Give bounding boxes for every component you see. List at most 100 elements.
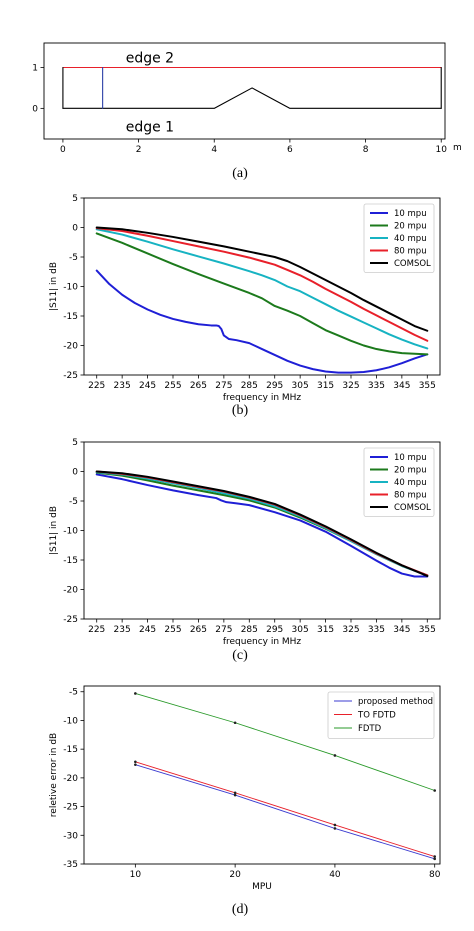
y-tick-label: -20 bbox=[63, 774, 78, 784]
data-point bbox=[433, 789, 437, 792]
x-unit-label: m bbox=[453, 143, 462, 153]
x-tick-label: 10 bbox=[435, 145, 447, 155]
y-tick-label: -30 bbox=[63, 831, 78, 841]
annotation-label: edge 2 bbox=[126, 50, 174, 66]
x-tick-label: 225 bbox=[88, 625, 105, 635]
data-point bbox=[134, 692, 137, 695]
x-tick-label: 305 bbox=[292, 625, 309, 635]
x-tick-label: 335 bbox=[368, 381, 385, 391]
x-axis-label: frequency in MHz bbox=[223, 637, 302, 647]
x-tick-label: 2 bbox=[136, 145, 142, 155]
legend-label: TO FDTD bbox=[357, 711, 396, 721]
y-tick-label: -5 bbox=[69, 497, 78, 507]
x-tick-label: 265 bbox=[190, 381, 207, 391]
x-axis-label: MPU bbox=[252, 882, 272, 892]
series-line-comsol bbox=[95, 470, 429, 577]
plot-frame bbox=[43, 42, 446, 140]
legend-box bbox=[327, 691, 435, 739]
x-tick-label: 295 bbox=[266, 381, 283, 391]
x-tick-label: 80 bbox=[429, 870, 441, 880]
x-tick-label: 0 bbox=[60, 145, 66, 155]
y-tick-label: -20 bbox=[63, 586, 78, 596]
x-tick-label: 345 bbox=[393, 381, 410, 391]
y-tick-label: 0 bbox=[72, 224, 78, 234]
x-tick-label: 315 bbox=[317, 625, 334, 635]
x-tick-label: 305 bbox=[292, 381, 309, 391]
x-tick-label: 275 bbox=[215, 625, 232, 635]
plot-frame bbox=[83, 685, 441, 865]
x-tick-label: 335 bbox=[368, 625, 385, 635]
x-tick-label: 20 bbox=[229, 870, 241, 880]
data-point bbox=[333, 754, 337, 757]
series-line-20-mpu bbox=[95, 232, 429, 356]
y-tick-label: -25 bbox=[63, 371, 78, 381]
legend-box bbox=[363, 203, 435, 273]
legend-box bbox=[363, 447, 435, 517]
legend-label: proposed method bbox=[358, 697, 433, 707]
data-point bbox=[233, 721, 237, 725]
chart-b: 225 235 245 255 265 275 285 295 305 315 325 335 345 3… bbox=[49, 194, 441, 403]
x-tick-label: 40 bbox=[329, 870, 341, 880]
y-tick-label: -10 bbox=[63, 283, 78, 293]
annotation-label: edge 1 bbox=[126, 120, 174, 136]
x-tick-label: 315 bbox=[317, 381, 334, 391]
x-tick-label: 10 bbox=[130, 870, 142, 880]
y-tick-label: -35 bbox=[63, 860, 78, 870]
x-tick-label: 265 bbox=[190, 625, 207, 635]
y-tick-label: 1 bbox=[32, 64, 38, 74]
data-point bbox=[433, 855, 437, 858]
legend-label: COMSOL bbox=[394, 259, 431, 269]
x-tick-label: 4 bbox=[211, 145, 217, 155]
legend-label: 10 mpu bbox=[394, 209, 427, 219]
y-tick-label: -25 bbox=[63, 615, 78, 625]
data-point bbox=[333, 823, 337, 827]
chart-d: 10 20 40 80 -5 -10 -15 -20 -25 -30 -35 MPU reletive … bbox=[49, 685, 441, 892]
data-point bbox=[134, 760, 137, 764]
figure-caption-c: (c) bbox=[232, 648, 248, 663]
legend-label: 40 mpu bbox=[394, 234, 427, 244]
series-line-10-mpu bbox=[95, 473, 429, 578]
legend-label: FDTD bbox=[358, 724, 382, 734]
y-tick-label: -15 bbox=[63, 556, 78, 566]
legend-label: COMSOL bbox=[394, 503, 431, 513]
figure-caption-a: (a) bbox=[232, 166, 248, 181]
y-axis-label: reletive error in dB bbox=[49, 733, 59, 817]
data-point bbox=[333, 827, 337, 830]
y-tick-label: -20 bbox=[63, 342, 78, 352]
y-axis-label: |S11| in dB bbox=[49, 262, 59, 311]
series-line-fdtd bbox=[134, 693, 436, 791]
data-point bbox=[233, 791, 237, 795]
y-tick-label: 0 bbox=[32, 104, 38, 114]
y-tick-label: 0 bbox=[72, 468, 78, 478]
data-point bbox=[233, 793, 237, 797]
data-point bbox=[134, 763, 137, 766]
legend-label: 40 mpu bbox=[394, 478, 427, 488]
figure-caption-b: (b) bbox=[232, 403, 249, 418]
y-tick-label: -10 bbox=[63, 527, 78, 537]
x-axis-label: frequency in MHz bbox=[223, 393, 302, 403]
y-tick-label: -15 bbox=[63, 312, 78, 322]
x-tick-label: 355 bbox=[419, 625, 436, 635]
y-tick-label: -10 bbox=[63, 716, 78, 726]
x-tick-label: 325 bbox=[342, 381, 359, 391]
series-line-proposed-method bbox=[134, 764, 436, 860]
y-tick-label: -5 bbox=[69, 688, 78, 698]
x-tick-label: 255 bbox=[164, 625, 181, 635]
chart-a: 0 2 4 6 8 10 0 1 m edge 2 edge 1 bbox=[32, 42, 462, 155]
x-tick-label: 295 bbox=[266, 625, 283, 635]
x-tick-label: 325 bbox=[342, 625, 359, 635]
x-tick-label: 8 bbox=[363, 145, 369, 155]
x-tick-label: 345 bbox=[393, 625, 410, 635]
legend-label: 80 mpu bbox=[394, 491, 427, 501]
x-tick-label: 275 bbox=[215, 381, 232, 391]
x-tick-label: 6 bbox=[287, 145, 293, 155]
x-tick-label: 285 bbox=[241, 381, 258, 391]
legend-label: 80 mpu bbox=[394, 247, 427, 257]
chart-c: 225 235 245 255 265 275 285 295 305 315 325 335 345 3… bbox=[49, 438, 441, 647]
series-line-segment-1 bbox=[62, 87, 442, 109]
legend-label: 20 mpu bbox=[394, 222, 427, 232]
x-tick-label: 355 bbox=[419, 381, 436, 391]
series-line-10-mpu bbox=[95, 269, 429, 374]
series-line-40-mpu bbox=[95, 228, 429, 350]
